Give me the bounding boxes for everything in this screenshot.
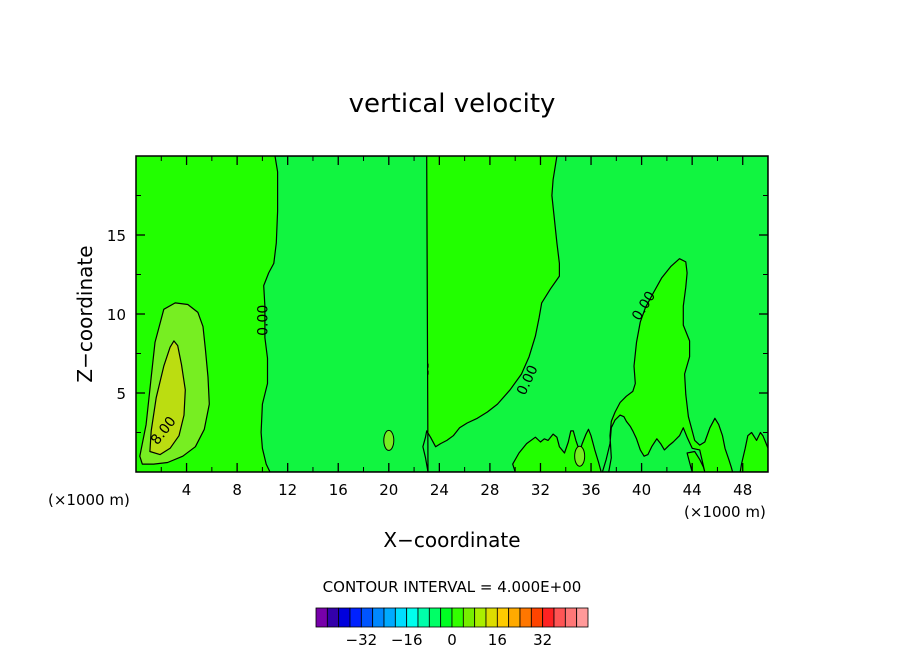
x-tick-label: 4 xyxy=(182,481,192,499)
colorbar-swatch xyxy=(553,607,566,628)
positive-patch xyxy=(574,445,586,467)
colorbar-tick-label: −32 xyxy=(346,631,378,649)
colorbar-swatch xyxy=(428,607,442,628)
contour-interval-text: CONTOUR INTERVAL = 4.000E+00 xyxy=(323,578,582,596)
colorbar-swatch xyxy=(564,607,578,628)
x-tick-label: 8 xyxy=(232,481,242,499)
colorbar-swatch xyxy=(576,607,589,628)
x-tick-label: 36 xyxy=(581,481,600,499)
colorbar-swatch xyxy=(383,607,396,628)
x-tick-label: 28 xyxy=(480,481,499,499)
colorbar-tick-label: 16 xyxy=(488,631,507,649)
x-tick-label: 24 xyxy=(430,481,449,499)
contour-label: 0.00 xyxy=(256,305,272,336)
colorbar-swatch xyxy=(394,607,408,628)
colorbar-swatch xyxy=(338,607,351,628)
x-tick-label: 20 xyxy=(379,481,398,499)
colorbar-tick-label: 0 xyxy=(447,631,457,649)
y-axis-label: Z−coordinate xyxy=(73,245,97,382)
plot-area: 8.000.000.000.00 xyxy=(136,156,768,472)
x-unit-right: (×1000 m) xyxy=(684,503,766,521)
colorbar-swatch xyxy=(519,607,532,628)
middle-zero-region xyxy=(260,156,768,472)
colorbar-tick-label: 32 xyxy=(533,631,552,649)
x-tick-label: 40 xyxy=(632,481,651,499)
chart-title: vertical velocity xyxy=(349,89,556,119)
colorbar: −32 −16 0 16 32 xyxy=(315,607,589,649)
colorbar-swatch xyxy=(474,607,487,628)
x-tick-label: 32 xyxy=(531,481,550,499)
inner-positive-region xyxy=(149,340,186,456)
colorbar-swatch xyxy=(508,607,521,628)
x-axis: 4 8 12 16 20 24 28 32 36 40 44 48 xyxy=(160,156,752,499)
colorbar-swatch xyxy=(440,607,453,628)
positive-patch xyxy=(383,429,395,451)
x-tick-label: 16 xyxy=(329,481,348,499)
x-tick-label: 48 xyxy=(733,481,752,499)
colorbar-tick-label: −16 xyxy=(391,631,423,649)
colorbar-swatch xyxy=(462,607,476,628)
x-axis-label: X−coordinate xyxy=(383,528,520,552)
colorbar-swatch xyxy=(360,607,374,628)
x-unit-left: (×1000 m) xyxy=(48,491,130,509)
y-tick-label: 10 xyxy=(107,306,126,324)
colorbar-swatch xyxy=(326,607,340,628)
y-axis: 5 10 15 xyxy=(107,195,768,433)
colorbar-swatch xyxy=(542,607,555,628)
y-tick-label: 5 xyxy=(116,385,126,403)
colorbar-swatch xyxy=(451,607,464,628)
colorbar-swatch xyxy=(485,607,498,628)
colorbar-swatch xyxy=(406,607,419,628)
y-tick-label: 15 xyxy=(107,227,126,245)
colorbar-swatch xyxy=(372,607,385,628)
colorbar-swatch xyxy=(417,607,430,628)
colorbar-swatch xyxy=(530,607,544,628)
colorbar-swatch xyxy=(349,607,362,628)
colorbar-swatch xyxy=(315,607,328,628)
x-tick-label: 12 xyxy=(278,481,297,499)
colorbar-swatch xyxy=(496,607,510,628)
x-tick-label: 44 xyxy=(683,481,702,499)
